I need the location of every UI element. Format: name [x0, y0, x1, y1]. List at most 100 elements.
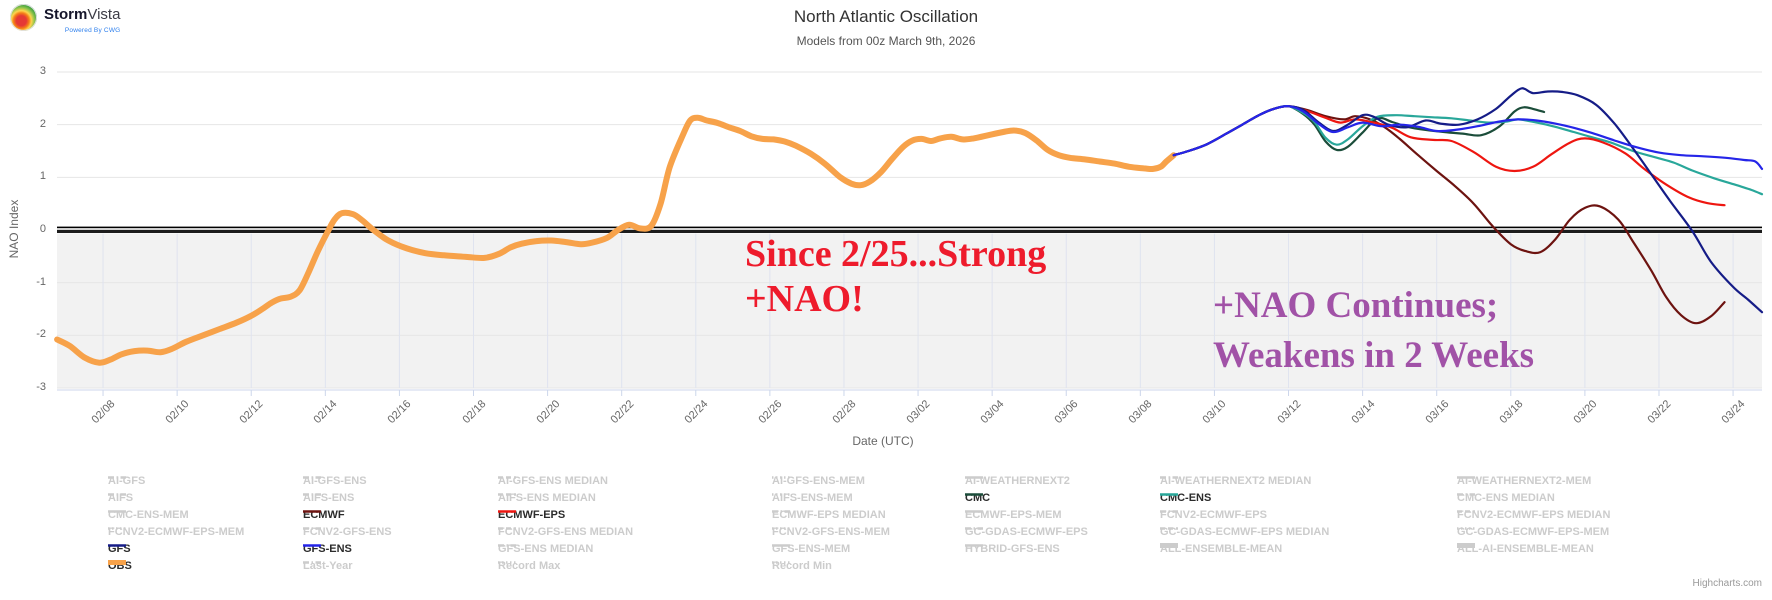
stormvista-logo-text: StormVista Powered By CWG — [44, 7, 120, 38]
legend-item-ai-gfs-ens-median[interactable]: AI-GFS-ENS MEDIAN — [498, 473, 608, 489]
annotation-strong-nao-line2: +NAO! — [745, 278, 864, 320]
stormvista-logo[interactable]: StormVista Powered By CWG — [10, 4, 120, 38]
legend-item-label: FCNV2-GFS-ENS — [303, 526, 392, 538]
stormvista-brand: StormVista — [44, 7, 120, 22]
legend-item-all-ensemble-mean[interactable]: ALL-ENSEMBLE-MEAN — [1160, 541, 1282, 557]
brand-bold: Storm — [44, 6, 88, 23]
legend-marker-dashdot-icon — [1457, 493, 1475, 496]
legend-item-aifs[interactable]: AIFS — [108, 490, 133, 506]
legend-marker-solid-icon — [303, 544, 321, 547]
legend-marker-solid-icon — [498, 510, 516, 513]
legend-item-record-max[interactable]: Record Max — [498, 558, 560, 574]
legend-item-hybrid-gfs-ens[interactable]: HYBRID-GFS-ENS — [965, 541, 1060, 557]
legend-marker-dot-icon — [772, 476, 790, 479]
legend-item-ai-weathernext2-mem[interactable]: AI-WEATHERNEXT2-MEM — [1457, 473, 1591, 489]
legend-marker-solid-icon — [965, 493, 983, 496]
legend-item-gfs[interactable]: GFS — [108, 541, 131, 557]
series-GFS-ENS-line[interactable] — [1172, 105, 1764, 170]
legend-item-ai-weathernext2[interactable]: AI-WEATHERNEXT2 — [965, 473, 1070, 489]
legend-item-ai-gfs-ens-mem[interactable]: AI-GFS-ENS-MEM — [772, 473, 865, 489]
series-CMC-ENS-line[interactable] — [1172, 104, 1764, 196]
legend-item-fcnv2-gfs-ens-median[interactable]: FCNV2-GFS-ENS MEDIAN — [498, 524, 633, 540]
legend-item-label: AIFS-ENS MEDIAN — [498, 492, 596, 504]
legend-item-fcnv2-gfs-ens[interactable]: FCNV2-GFS-ENS — [303, 524, 392, 540]
legend-marker-dashdot-icon — [772, 510, 790, 513]
legend-item-gc-gdas-ecmwf-eps-median[interactable]: GC-GDAS-ECMWF-EPS MEDIAN — [1160, 524, 1329, 540]
legend-marker-solid-icon — [108, 544, 126, 547]
series-ECMWF-EPS-line[interactable] — [1172, 105, 1726, 207]
legend-item-label: FCNV2-GFS-ENS MEDIAN — [498, 526, 634, 538]
legend-item-gfs-ens-mem[interactable]: GFS-ENS-MEM — [772, 541, 850, 557]
legend-item-label: GC-GDAS-ECMWF-EPS-MEM — [1457, 526, 1610, 538]
legend-marker-dashdot-icon — [108, 493, 126, 496]
annotation-nao-continues-line1: +NAO Continues; — [1213, 285, 1499, 326]
y-tick-label: -2 — [36, 328, 46, 341]
legend-item-aifs-ens-mem[interactable]: AIFS-ENS-MEM — [772, 490, 853, 506]
legend-item-aifs-ens[interactable]: AIFS-ENS — [303, 490, 354, 506]
legend-marker-dashdot-icon — [965, 527, 983, 530]
legend-item-label: CMC-ENS MEDIAN — [1457, 492, 1555, 504]
stormvista-logo-icon — [10, 4, 37, 31]
legend-item-obs[interactable]: OBS — [108, 558, 132, 574]
legend-marker-dashdot-icon — [1160, 510, 1178, 513]
legend-item-cmc-ens[interactable]: CMC-ENS — [1160, 490, 1211, 506]
legend-item-fcnv2-ecmwf-eps-mem[interactable]: FCNV2-ECMWF-EPS-MEM — [108, 524, 244, 540]
legend-item-cmc-ens-median[interactable]: CMC-ENS MEDIAN — [1457, 490, 1555, 506]
legend-item-fcnv2-gfs-ens-mem[interactable]: FCNV2-GFS-ENS-MEM — [772, 524, 890, 540]
legend-item-ecmwf-eps-median[interactable]: ECMWF-EPS MEDIAN — [772, 507, 886, 523]
legend-item-label: GFS-ENS MEDIAN — [498, 543, 594, 555]
legend-item-label: FCNV2-ECMWF-EPS-MEM — [108, 526, 245, 538]
legend-item-ai-gfs[interactable]: AI-GFS — [108, 473, 145, 489]
legend-item-label: AI-WEATHERNEXT2-MEM — [1457, 475, 1592, 487]
legend-item-label: ALL-AI-ENSEMBLE-MEAN — [1457, 543, 1594, 555]
legend-item-ecmwf-eps[interactable]: ECMWF-EPS — [498, 507, 565, 523]
legend-item-label: Record Min — [772, 560, 832, 572]
legend-marker-thick-icon — [1457, 543, 1475, 548]
legend-item-last-year[interactable]: Last-Year — [303, 558, 353, 574]
legend-item-gc-gdas-ecmwf-eps-mem[interactable]: GC-GDAS-ECMWF-EPS-MEM — [1457, 524, 1609, 540]
legend-item-label: AI-GFS-ENS MEDIAN — [498, 475, 608, 487]
legend-marker-dash-icon — [498, 527, 516, 530]
legend-item-gfs-ens-median[interactable]: GFS-ENS MEDIAN — [498, 541, 593, 557]
legend-item-all-ai-ensemble-mean[interactable]: ALL-AI-ENSEMBLE-MEAN — [1457, 541, 1594, 557]
legend-item-ecmwf-eps-mem[interactable]: ECMWF-EPS-MEM — [965, 507, 1062, 523]
y-tick-label: 2 — [39, 117, 46, 130]
legend-marker-dashdot-icon — [303, 527, 321, 530]
legend-marker-solid-icon — [108, 510, 126, 513]
legend-item-record-min[interactable]: Record Min — [772, 558, 832, 574]
legend-item-label: ECMWF-EPS MEDIAN — [772, 509, 886, 521]
legend-item-ai-weathernext2-median[interactable]: AI-WEATHERNEXT2 MEDIAN — [1160, 473, 1311, 489]
legend-item-ai-gfs-ens[interactable]: AI-GFS-ENS — [303, 473, 367, 489]
x-axis-title: Date (UTC) — [852, 434, 914, 448]
legend-item-fcnv2-ecmwf-eps-median[interactable]: FCNV2-ECMWF-EPS MEDIAN — [1457, 507, 1610, 523]
y-tick-label: 3 — [39, 64, 46, 77]
legend-item-gc-gdas-ecmwf-eps[interactable]: GC-GDAS-ECMWF-EPS — [965, 524, 1088, 540]
legend-item-label: GC-GDAS-ECMWF-EPS — [965, 526, 1088, 538]
legend-item-label: FCNV2-GFS-ENS-MEM — [772, 526, 890, 538]
legend-item-label: AIFS — [108, 492, 134, 504]
legend-item-label: CMC-ENS-MEM — [108, 509, 189, 521]
legend-item-label: Record Max — [498, 560, 561, 572]
legend-marker-dashdot-icon — [108, 476, 126, 479]
stormvista-tagline: Powered By CWG — [64, 27, 121, 34]
y-tick-label: -1 — [36, 275, 46, 288]
highcharts-credit[interactable]: Highcharts.com — [1692, 578, 1762, 589]
legend-item-fcnv2-ecmwf-eps[interactable]: FCNV2-ECMWF-EPS — [1160, 507, 1267, 523]
legend-marker-dash-icon — [1160, 527, 1178, 530]
legend-marker-solid-icon — [965, 510, 983, 513]
series-OBS-line[interactable] — [54, 114, 1177, 366]
legend-marker-dot-icon — [108, 527, 126, 530]
legend-item-ecmwf[interactable]: ECMWF — [303, 507, 345, 523]
legend-marker-solid-icon — [1457, 476, 1475, 479]
legend-marker-dot-icon — [1457, 527, 1475, 530]
legend-item-cmc-ens-mem[interactable]: CMC-ENS-MEM — [108, 507, 189, 523]
legend-item-cmc[interactable]: CMC — [965, 490, 990, 506]
legend-item-label: FCNV2-ECMWF-EPS MEDIAN — [1457, 509, 1611, 521]
zero-line — [57, 229, 1762, 233]
legend-item-gfs-ens[interactable]: GFS-ENS — [303, 541, 352, 557]
legend-item-label: ALL-ENSEMBLE-MEAN — [1160, 543, 1283, 555]
annotation-nao-continues: +NAO Continues; Weakens in 2 Weeks — [1213, 281, 1534, 381]
legend-item-label: HYBRID-GFS-ENS — [965, 543, 1060, 555]
legend-item-aifs-ens-median[interactable]: AIFS-ENS MEDIAN — [498, 490, 596, 506]
legend-marker-thick-icon — [108, 560, 126, 565]
